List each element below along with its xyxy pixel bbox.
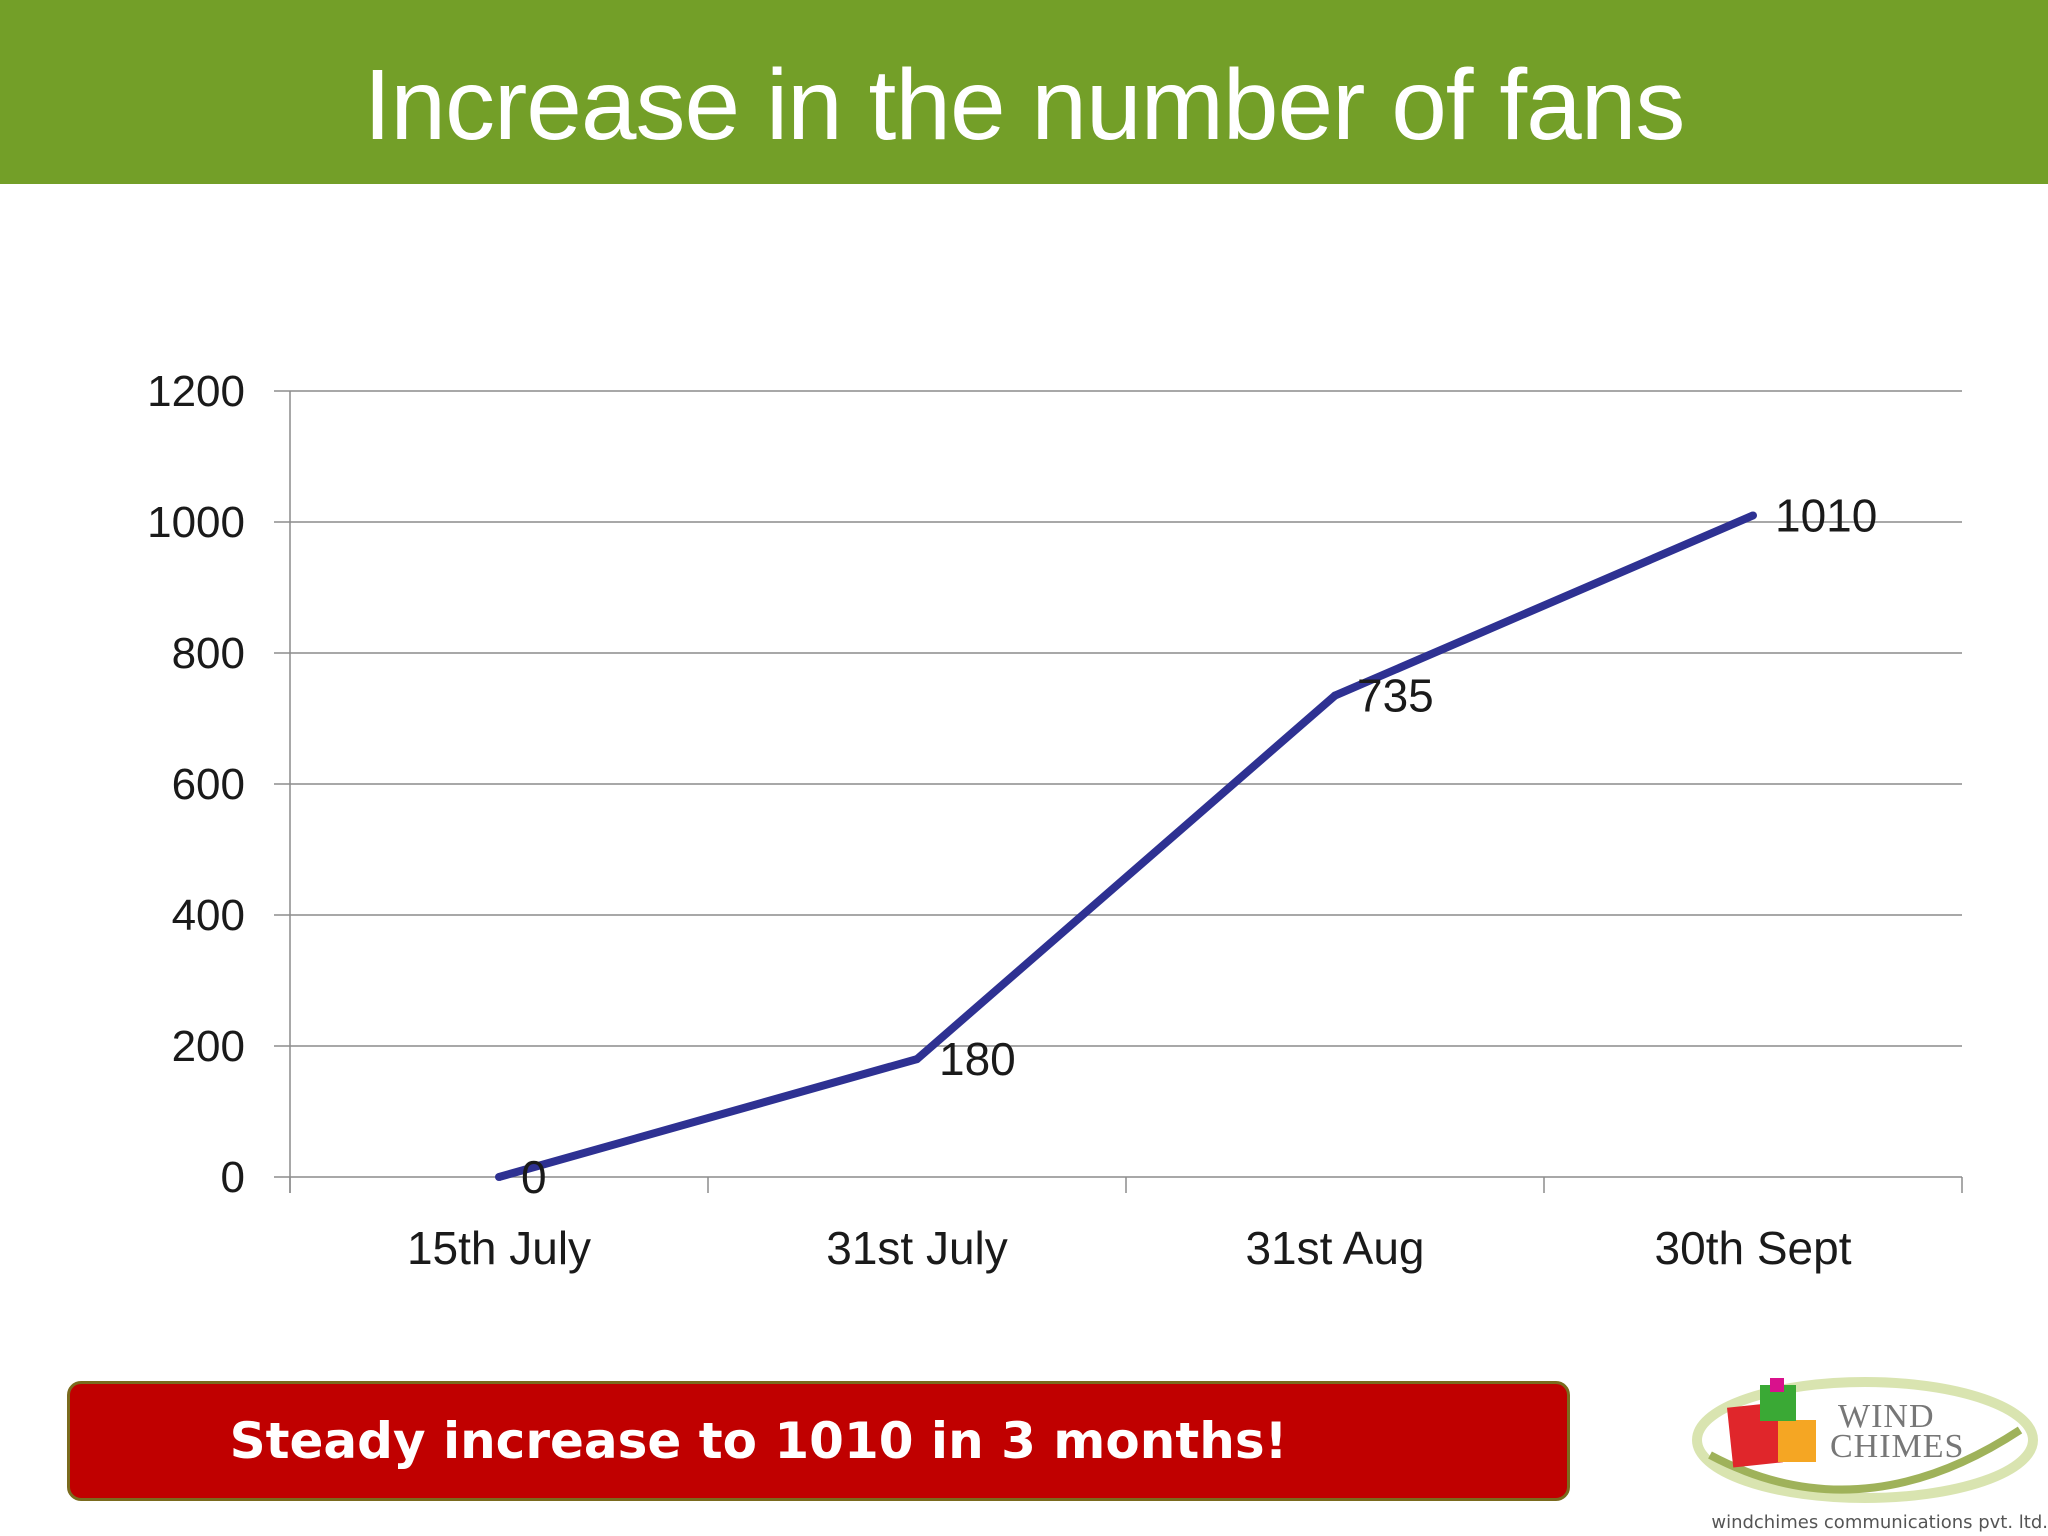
logo-tagline: windchimes communications pvt. ltd. — [1711, 1512, 2048, 1533]
callout-text: Steady increase to 1010 in 3 months! — [229, 1412, 1288, 1470]
x-tick-label: 31st July — [826, 1222, 1008, 1274]
data-point — [495, 1173, 503, 1181]
y-tick-label: 400 — [172, 891, 245, 940]
logo-emblem — [1692, 1377, 2038, 1503]
data-label: 180 — [939, 1033, 1016, 1085]
logo-word-chimes: CHIMES — [1830, 1428, 1965, 1465]
data-label: 735 — [1357, 670, 1434, 722]
windchimes-logo: WIND CHIMES windchimes communications pv… — [1690, 1360, 2048, 1536]
y-tick-label: 1000 — [147, 498, 245, 547]
y-tick-label: 0 — [221, 1153, 245, 1202]
y-tick-label: 200 — [172, 1022, 245, 1071]
logo-word-wind: WIND — [1838, 1398, 1935, 1435]
x-tick-label: 15th July — [407, 1222, 591, 1274]
x-tick-label: 30th Sept — [1655, 1222, 1852, 1274]
x-tick-label: 31st Aug — [1245, 1222, 1424, 1274]
y-tick-label: 600 — [172, 760, 245, 809]
series-line — [497, 511, 1755, 1181]
y-tick-label: 800 — [172, 629, 245, 678]
data-point — [1749, 511, 1757, 520]
title-bar: Increase in the number of fans — [0, 0, 2048, 184]
data-point — [913, 1055, 921, 1064]
slide-title: Increase in the number of fans — [363, 49, 1686, 161]
data-point — [1331, 691, 1339, 700]
y-tick-label: 1200 — [147, 367, 245, 416]
data-label: 0 — [521, 1151, 547, 1203]
callout-banner: Steady increase to 1010 in 3 months! — [67, 1381, 1570, 1501]
data-label: 1010 — [1775, 489, 1877, 541]
